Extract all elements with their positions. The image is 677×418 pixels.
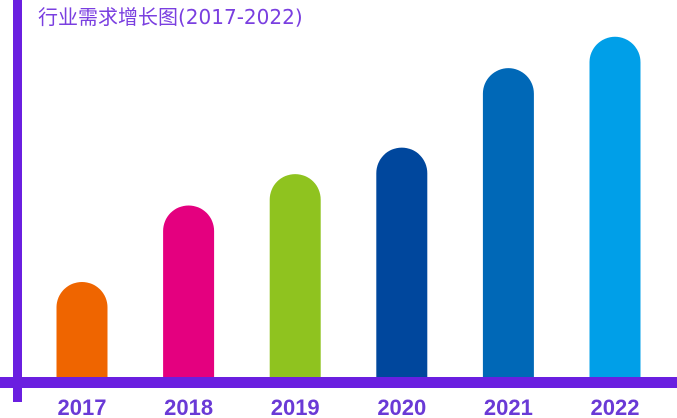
x-tick-label-2018: 2018 — [164, 395, 213, 418]
chart-title: 行业需求增长图(2017-2022) — [38, 5, 303, 29]
x-tick-label-2017: 2017 — [58, 395, 107, 418]
x-tick-label-2021: 2021 — [484, 395, 533, 418]
bar-2018 — [163, 205, 215, 380]
bar-2020 — [376, 147, 428, 380]
bar-2019 — [269, 174, 321, 380]
bar-2017 — [56, 281, 108, 380]
x-tick-label-2022: 2022 — [591, 395, 640, 418]
x-tick-labels: 2017 2018 2019 2020 2021 2022 — [58, 395, 640, 418]
bar-2021 — [482, 68, 534, 380]
x-axis-line — [0, 377, 677, 388]
bars-layer — [56, 36, 641, 380]
bar-2022 — [589, 36, 641, 380]
y-axis-line — [13, 0, 22, 402]
x-tick-label-2020: 2020 — [377, 395, 426, 418]
x-tick-label-2019: 2019 — [271, 395, 320, 418]
